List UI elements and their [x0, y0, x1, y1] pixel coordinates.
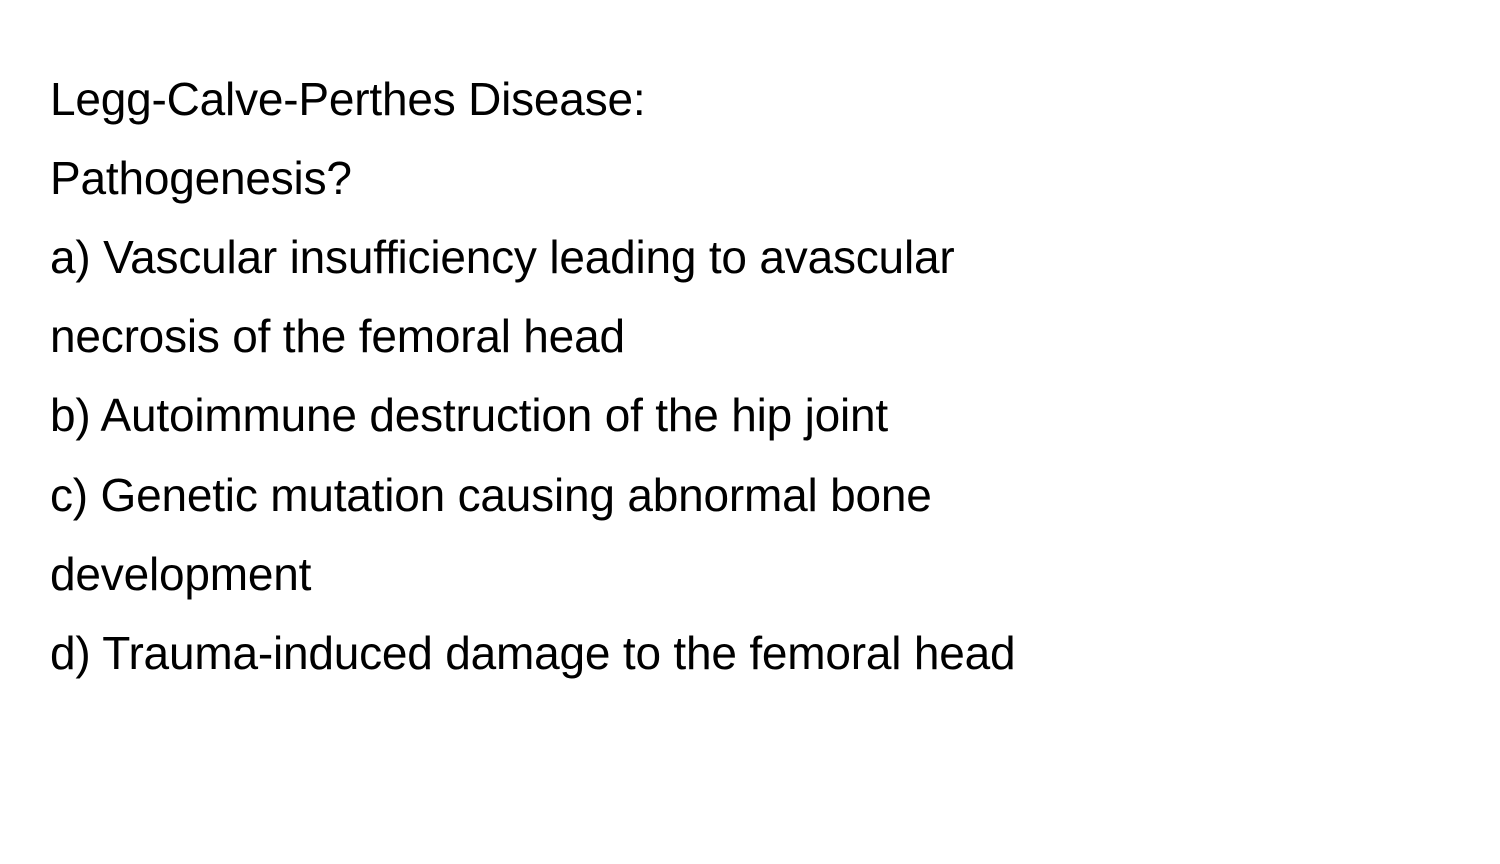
option-a-line1: a) Vascular insufficiency leading to ava…	[50, 218, 1450, 297]
question-title-line2: Pathogenesis?	[50, 139, 1450, 218]
option-d-line1: d) Trauma-induced damage to the femoral …	[50, 614, 1450, 693]
question-container: Legg-Calve-Perthes Disease: Pathogenesis…	[0, 0, 1500, 864]
option-a-line2: necrosis of the femoral head	[50, 297, 1450, 376]
question-title-line1: Legg-Calve-Perthes Disease:	[50, 60, 1450, 139]
option-c-line1: c) Genetic mutation causing abnormal bon…	[50, 456, 1450, 535]
option-c-line2: development	[50, 535, 1450, 614]
option-b-line1: b) Autoimmune destruction of the hip joi…	[50, 376, 1450, 455]
